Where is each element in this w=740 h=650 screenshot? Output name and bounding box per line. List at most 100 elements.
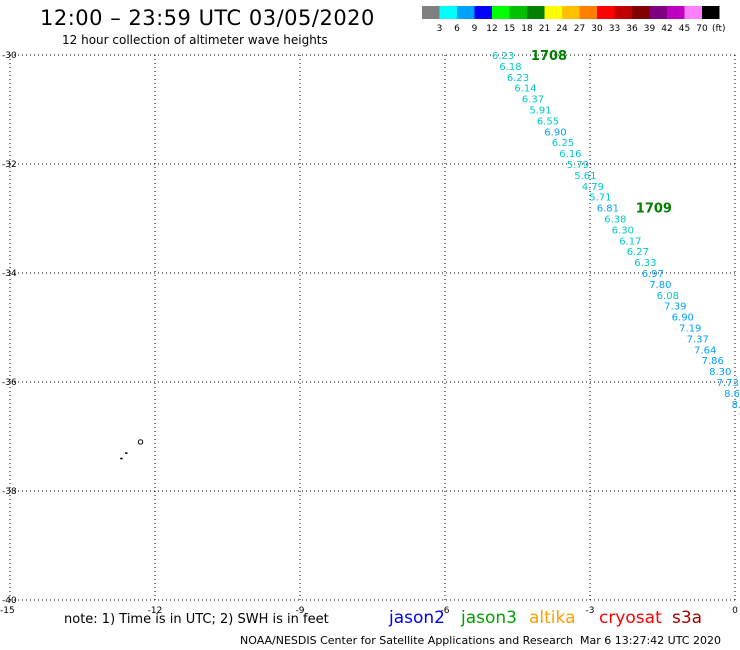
lon-tick-label: -3 (586, 606, 595, 616)
island-mark (125, 452, 128, 454)
lon-tick-label: -12 (148, 606, 163, 616)
legend-swatch (439, 6, 457, 19)
swh-reading: 6.23 (492, 51, 514, 62)
pass-time-label: 1708 (531, 49, 567, 64)
swh-reading: 6.25 (552, 138, 574, 149)
legend-swatch (649, 6, 667, 19)
legend-label: 45 (679, 24, 690, 34)
lat-tick-label: -38 (2, 487, 17, 497)
legend-swatch (422, 6, 440, 19)
swh-reading: 6.90 (672, 313, 694, 324)
legend-label: 33 (609, 24, 620, 34)
legend-label: 30 (591, 24, 603, 34)
island-mark (137, 439, 144, 445)
legend-label: 12 (486, 24, 497, 34)
swh-reading: 5.71 (589, 193, 611, 204)
legend-swatch (684, 6, 702, 19)
legend-swatch (527, 6, 545, 19)
legend-label: 36 (626, 24, 638, 34)
credit-line: NOAA/NESDIS Center for Satellite Applica… (240, 634, 574, 647)
swh-reading: 6.30 (612, 225, 634, 236)
jason3-track: 6.236.186.236.146.375.916.556.906.256.16… (492, 49, 740, 422)
swh-reading: 8.30 (709, 367, 731, 378)
color-legend: 3 6 9 12 15 18 21 24 27 30 33 36 39 42 45 70 (ft) (422, 6, 726, 34)
swh-reading: 6.81 (597, 204, 619, 215)
legend-label: 3 (437, 24, 443, 34)
island-mark (120, 457, 123, 460)
lat-tick-label: -40 (2, 596, 17, 606)
satellite-jason3: jason3 (461, 608, 517, 628)
legend-swatch (492, 6, 510, 19)
pass-time-label: 1709 (636, 202, 672, 217)
lon-tick-label: -9 (296, 606, 305, 616)
swh-reading: 7.19 (679, 324, 701, 335)
legend-swatch (632, 6, 650, 19)
swh-reading: 6.97 (642, 269, 664, 280)
swh-reading: 6.23 (507, 73, 529, 84)
swh-reading: 6.55 (537, 116, 559, 127)
satellite-cryosat: cryosat (599, 608, 662, 628)
lon-tick-label: -15 (0, 606, 15, 616)
swh-reading: 6.90 (544, 127, 566, 138)
swh-reading: 7.37 (687, 334, 709, 345)
swh-reading: 6.27 (627, 247, 649, 258)
legend-label: 27 (574, 24, 585, 34)
swh-reading: 7.86 (702, 356, 724, 367)
legend-swatch (614, 6, 632, 19)
satellite-s3a: s3a (672, 608, 703, 628)
legend-label: 18 (521, 24, 533, 34)
legend-label: 21 (539, 24, 550, 34)
legend-swatch (597, 6, 615, 19)
legend-swatch (457, 6, 475, 19)
swh-reading: 6.08 (657, 291, 679, 302)
axis-labels: -30-32-34-36-38-40-15 -12 -9 -6 -3 0 (0, 51, 738, 616)
lon-tick-label: 0 (732, 606, 738, 616)
footer-note: note: 1) Time is in UTC; 2) SWH is in fe… (64, 612, 329, 627)
satellite-altika: altika (529, 608, 576, 628)
legend-label: 6 (454, 24, 460, 34)
swh-reading: 5.91 (529, 106, 551, 117)
legend-swatch (579, 6, 597, 19)
island-markers (120, 439, 144, 460)
legend-swatch (667, 6, 685, 19)
swh-reading: 7.64 (694, 345, 716, 356)
swh-reading: 5.61 (574, 171, 596, 182)
legend-label: 39 (644, 24, 656, 34)
legend-unit: (ft) (712, 24, 726, 34)
generated-timestamp: Mar 6 13:27:42 UTC 2020 (580, 634, 721, 647)
swh-reading: 6.33 (634, 258, 656, 269)
swh-reading: 6.14 (514, 84, 536, 95)
swh-reading: 6.18 (499, 62, 521, 73)
swh-reading: 8.67 (724, 389, 740, 400)
satellite-jason2: jason2 (389, 608, 445, 628)
legend-label: 42 (661, 24, 672, 34)
swh-reading: 7.73 (717, 378, 739, 389)
swh-reading: 5.79 (567, 160, 589, 171)
swh-reading: 6.37 (522, 95, 544, 106)
legend-label: 15 (504, 24, 515, 34)
swh-reading: 6.17 (619, 236, 641, 247)
legend-label: 24 (556, 24, 568, 34)
swh-reading: 7.80 (649, 280, 671, 291)
swh-reading: 8.81 (732, 400, 740, 411)
legend-label: 9 (472, 24, 478, 34)
swh-reading: 7.39 (664, 302, 686, 313)
lat-tick-label: -34 (2, 269, 17, 279)
lon-tick-label: -6 (441, 606, 450, 616)
lat-lon-grid (9, 54, 736, 601)
swh-reading: 4.79 (582, 182, 604, 193)
legend-swatch (562, 6, 580, 19)
lat-tick-label: -36 (2, 378, 17, 388)
legend-swatch (474, 6, 492, 19)
lat-tick-label: -32 (2, 160, 17, 170)
legend-swatch (544, 6, 562, 19)
swh-reading: 6.38 (604, 215, 626, 226)
swh-reading: 6.16 (559, 149, 581, 160)
legend-label: 70 (696, 24, 708, 34)
legend-swatch (509, 6, 527, 19)
lat-tick-label: -30 (2, 51, 17, 61)
map-subtitle: 12 hour collection of altimeter wave hei… (62, 33, 328, 47)
map-title: 12:00 – 23:59 UTC 03/05/2020 (40, 6, 375, 30)
legend-swatch (702, 6, 720, 19)
